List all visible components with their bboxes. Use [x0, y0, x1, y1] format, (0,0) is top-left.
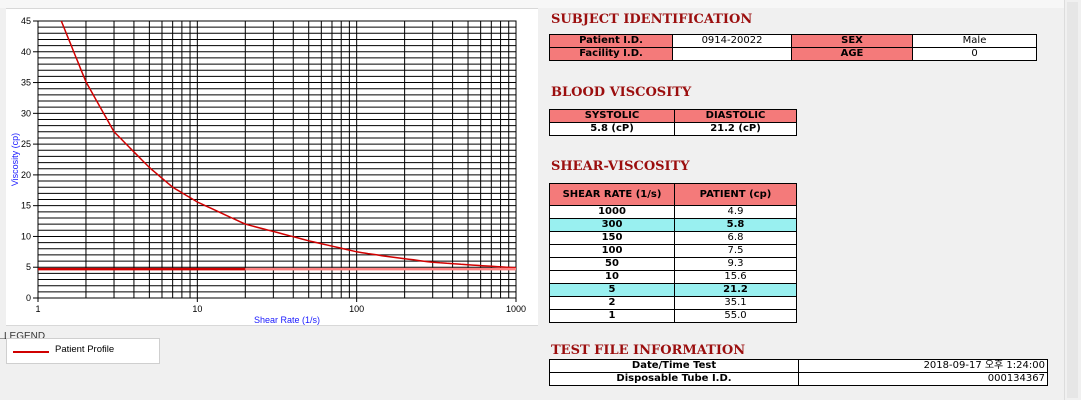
y-tick-label: 45	[21, 16, 31, 26]
patient-header: PATIENT (cp)	[674, 183, 797, 206]
patient-cell: 4.9	[674, 205, 797, 219]
rate-cell: 100	[549, 244, 675, 258]
tube-id-label: Disposable Tube I.D.	[549, 372, 799, 386]
y-tick-label: 0	[26, 293, 31, 303]
y-tick-label: 35	[21, 78, 31, 88]
y-tick-label: 15	[21, 201, 31, 211]
patient-id-value: 0914-20022	[672, 34, 792, 48]
subject-table: Patient I.D. 0914-20022 SEX Male Facilit…	[549, 34, 1037, 61]
legend-entry: Patient Profile	[55, 344, 115, 355]
rate-cell: 2	[549, 296, 675, 310]
y-tick-label: 30	[21, 108, 31, 118]
table-row: 300 5.8	[549, 218, 797, 232]
rate-cell: 50	[549, 257, 675, 271]
x-tick-label: 100	[349, 304, 364, 314]
rate-cell: 5	[549, 283, 675, 297]
top-strip	[0, 0, 1081, 8]
series-line	[60, 20, 517, 269]
table-row: 1000 4.9	[549, 205, 797, 219]
y-tick-label: 40	[21, 47, 31, 57]
patient-cell: 35.1	[674, 296, 797, 310]
legend-frame-line	[0, 338, 5, 339]
systolic-label: SYSTOLIC	[549, 109, 675, 123]
patient-cell: 15.6	[674, 270, 797, 284]
y-tick-label: 5	[26, 262, 31, 272]
patient-cell: 6.8	[674, 231, 797, 245]
table-row: 2 35.1	[549, 296, 797, 310]
patient-id-label: Patient I.D.	[549, 34, 673, 48]
patient-cell: 9.3	[674, 257, 797, 271]
x-tick-label: 1000	[506, 304, 526, 314]
blood-viscosity-table: SYSTOLIC DIASTOLIC 5.8 (cP) 21.2 (cP)	[549, 109, 797, 136]
table-row: 5 21.2	[549, 283, 797, 297]
x-tick-label: 1	[35, 304, 40, 314]
patient-cell: 7.5	[674, 244, 797, 258]
rate-cell: 300	[549, 218, 675, 232]
viscosity-chart: 0 5 10 15 20 25 30 35 40 45 1 10 100 1000 Shear Rate (…	[10, 16, 526, 325]
test-file-title: TEST FILE INFORMATION	[551, 343, 746, 358]
sex-value: Male	[912, 34, 1037, 48]
y-tick-label: 20	[21, 170, 31, 180]
table-row: 10 15.6	[549, 270, 797, 284]
rate-cell: 1000	[549, 205, 675, 219]
facility-id-label: Facility I.D.	[549, 47, 673, 61]
scrollbar-track[interactable]	[1067, 2, 1078, 398]
shear-rate-header: SHEAR RATE (1/s)	[549, 183, 675, 206]
systolic-value: 5.8 (cP)	[549, 122, 675, 136]
table-row: 1 55.0	[549, 309, 797, 323]
shear-viscosity-table: SHEAR RATE (1/s) PATIENT (cp) 1000 4.9 30…	[549, 183, 797, 323]
age-value: 0	[912, 47, 1037, 61]
table-row: 150 6.8	[549, 231, 797, 245]
x-tick-label: 10	[192, 304, 202, 314]
chart-panel: 0 5 10 15 20 25 30 35 40 45 1 10 100 1000 Shear Rate (…	[6, 8, 538, 326]
table-row: 50 9.3	[549, 257, 797, 271]
y-tick-label: 10	[21, 231, 31, 241]
legend-swatch	[13, 351, 49, 353]
rate-cell: 1	[549, 309, 675, 323]
x-axis-label: Shear Rate (1/s)	[254, 315, 320, 325]
y-axis-label: Viscosity (cp)	[10, 133, 20, 186]
y-tick-label: 25	[21, 139, 31, 149]
age-label: AGE	[791, 47, 913, 61]
date-time-label: Date/Time Test	[549, 359, 799, 373]
legend-label: LEGEND	[4, 331, 46, 342]
shear-viscosity-title: SHEAR-VISCOSITY	[551, 159, 690, 174]
diastolic-value: 21.2 (cP)	[674, 122, 797, 136]
patient-cell: 21.2	[674, 283, 797, 297]
diastolic-label: DIASTOLIC	[674, 109, 797, 123]
rate-cell: 150	[549, 231, 675, 245]
tube-id-value: 000134367	[798, 372, 1048, 386]
blood-viscosity-title: BLOOD VISCOSITY	[551, 85, 692, 100]
plot-area	[37, 20, 517, 299]
rate-cell: 10	[549, 270, 675, 284]
table-row: 100 7.5	[549, 244, 797, 258]
date-time-value: 2018-09-17 오후 1:24:00	[798, 359, 1048, 373]
facility-id-value	[672, 47, 792, 61]
sex-label: SEX	[791, 34, 913, 48]
patient-cell: 55.0	[674, 309, 797, 323]
test-file-table: Date/Time Test 2018-09-17 오후 1:24:00 Dis…	[549, 359, 1048, 386]
subject-title: SUBJECT IDENTIFICATION	[551, 12, 753, 27]
patient-cell: 5.8	[674, 218, 797, 232]
